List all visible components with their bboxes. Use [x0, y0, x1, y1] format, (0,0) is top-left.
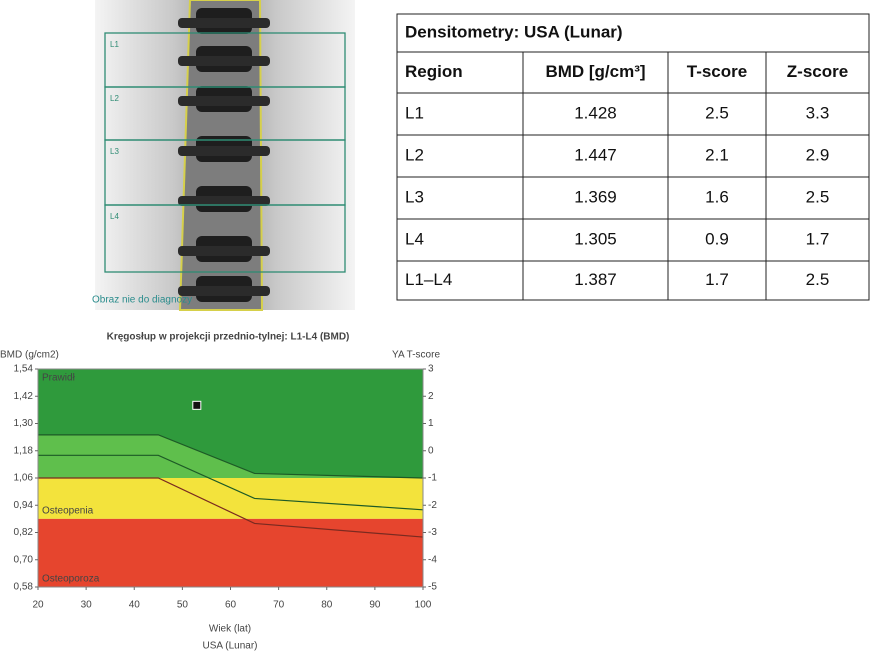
x-tick-label: 100	[415, 600, 432, 611]
table-header: BMD [g/cm³]	[545, 62, 645, 81]
y-tick-label: 1,54	[14, 364, 34, 375]
zone-label: Prawidł	[42, 373, 76, 384]
x-axis-label: Wiek (lat)	[209, 624, 251, 635]
table-border	[397, 14, 869, 300]
table-cell: L3	[405, 187, 424, 206]
x-tick-label: 20	[32, 600, 44, 611]
y2-tick-label: -4	[428, 554, 437, 565]
chart: Kręgosłup w projekcji przednio-tylnej: L…	[0, 332, 440, 652]
table-header: Z-score	[787, 62, 848, 81]
y-axis-label: BMD (g/cm2)	[0, 350, 59, 361]
table-cell: 2.5	[806, 187, 830, 206]
table-cell: L2	[405, 145, 424, 164]
table-cell: 1.447	[574, 145, 617, 164]
chart-title: Kręgosłup w projekcji przednio-tylnej: L…	[107, 332, 350, 343]
table-cell: 1.305	[574, 229, 617, 248]
table-cell: 1.428	[574, 103, 617, 122]
y-tick-label: 0,82	[14, 527, 34, 538]
table-header: T-score	[687, 62, 747, 81]
table-cell: 1.7	[705, 270, 729, 289]
y2-tick-label: -1	[428, 473, 437, 484]
x-tick-label: 30	[81, 600, 93, 611]
y2-axis-label: YA T-score	[392, 350, 440, 361]
vertebra-process	[178, 96, 270, 106]
table-cell: 2.9	[806, 145, 830, 164]
image-caption: Obraz nie do diagnozy	[92, 295, 192, 306]
y-tick-label: 1,18	[14, 445, 34, 456]
y2-tick-label: 1	[428, 418, 434, 429]
y2-tick-label: 3	[428, 364, 434, 375]
zone	[38, 478, 423, 519]
region-label: L1	[110, 40, 119, 49]
table-cell: L1–L4	[405, 270, 452, 289]
x-tick-label: 80	[321, 600, 333, 611]
y-tick-label: 0,70	[14, 554, 34, 565]
y-tick-label: 1,42	[14, 391, 34, 402]
y-tick-label: 0,58	[14, 582, 34, 593]
y-tick-label: 0,94	[14, 500, 34, 511]
x-tick-label: 50	[177, 600, 189, 611]
table-cell: 1.387	[574, 270, 617, 289]
x-tick-label: 60	[225, 600, 237, 611]
table-cell: 3.3	[806, 103, 830, 122]
table-cell: 0.9	[705, 229, 729, 248]
y2-tick-label: -3	[428, 527, 437, 538]
table-cell: 2.1	[705, 145, 729, 164]
page: L1 L2 L3 L4 Obraz nie do diagnozy Densitome…	[0, 0, 873, 657]
table-title: Densitometry: USA (Lunar)	[405, 22, 623, 41]
x-tick-label: 40	[129, 600, 141, 611]
y-tick-label: 1,06	[14, 473, 34, 484]
vertebra-process	[178, 18, 270, 28]
vertebra-process	[178, 56, 270, 66]
table-cell: L4	[405, 229, 424, 248]
region-label: L4	[110, 212, 119, 221]
vertebra-process	[178, 146, 270, 156]
table-cell: 1.369	[574, 187, 617, 206]
zone-label: Osteoporoza	[42, 574, 100, 585]
table-header: Region	[405, 62, 463, 81]
patient-point	[193, 401, 201, 409]
zone-label: Osteopenia	[42, 506, 94, 517]
table-cell: L1	[405, 103, 424, 122]
y2-tick-label: 2	[428, 391, 434, 402]
table-cell: 2.5	[806, 270, 830, 289]
region-label: L2	[110, 94, 119, 103]
y2-tick-label: -5	[428, 582, 437, 593]
y2-tick-label: 0	[428, 445, 434, 456]
data-table: Densitometry: USA (Lunar) Region BMD [g/c…	[397, 14, 869, 300]
y-tick-label: 1,30	[14, 418, 34, 429]
dxa-image: L1 L2 L3 L4	[95, 0, 355, 310]
region-label: L3	[110, 147, 119, 156]
x-tick-label: 90	[369, 600, 381, 611]
y2-tick-label: -2	[428, 500, 437, 511]
chart-subtitle: USA (Lunar)	[202, 641, 257, 652]
table-cell: 2.5	[705, 103, 729, 122]
vertebra-process	[178, 246, 270, 256]
x-tick-label: 70	[273, 600, 285, 611]
table-cell: 1.7	[806, 229, 830, 248]
table-cell: 1.6	[705, 187, 729, 206]
